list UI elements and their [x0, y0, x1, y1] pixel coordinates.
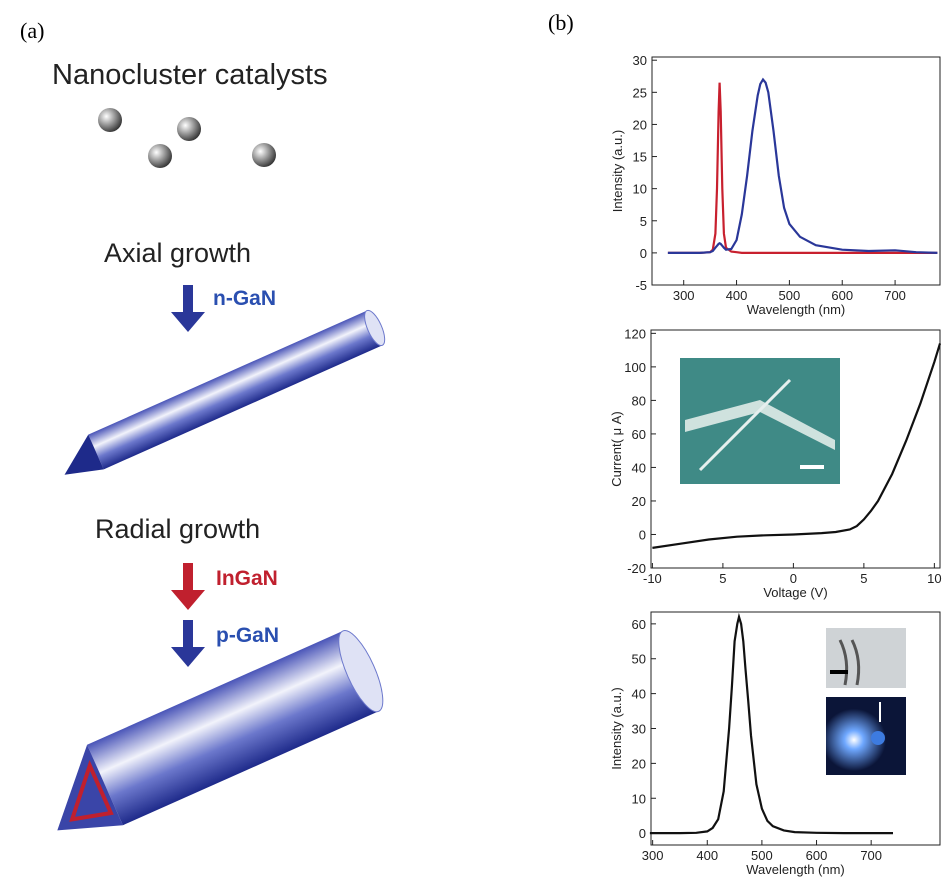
- x-tick-label: 5: [719, 571, 726, 586]
- plot-frame: [651, 56, 941, 286]
- y-tick-label: 30: [633, 53, 647, 68]
- catalyst: [148, 144, 172, 168]
- x-tick-label: 500: [751, 848, 773, 863]
- x-axis-label: Wavelength (nm): [746, 862, 845, 877]
- y-tick-label: 20: [633, 117, 647, 132]
- arrow: [171, 285, 205, 332]
- x-tick-label: 300: [642, 848, 664, 863]
- y-tick-label: 5: [640, 214, 647, 229]
- panel-label: (b): [548, 10, 574, 35]
- x-tick-label: 400: [696, 848, 718, 863]
- y-tick-label: 100: [624, 360, 646, 375]
- y-tick-label: 15: [633, 150, 647, 165]
- y-tick-label: 60: [632, 427, 646, 442]
- y-tick-label: 20: [632, 494, 646, 509]
- diagram: Nanocluster catalysts Axial growth n-GaN…: [52, 59, 386, 831]
- catalyst: [252, 143, 276, 167]
- y-axis-label: Current( μ A): [609, 411, 624, 486]
- arrow: [171, 620, 205, 667]
- y-tick-label: 40: [632, 460, 646, 475]
- diagram-label: p-GaN: [216, 624, 279, 647]
- x-axis-label: Wavelength (nm): [747, 302, 846, 317]
- y-tick-label: 10: [633, 182, 647, 197]
- y-tick-label: 40: [632, 687, 646, 702]
- diagram-label: n-GaN: [213, 287, 276, 310]
- nanowire: [64, 309, 386, 475]
- y-tick-label: 50: [632, 652, 646, 667]
- line-series: [652, 343, 942, 549]
- inset-image: [680, 358, 906, 775]
- catalyst: [98, 108, 122, 132]
- chart: 300 400 500 600 700 0 10 20 30 40 50 60 Wavelength (…: [609, 611, 941, 877]
- y-axis-label: Intensity (a.u.): [609, 687, 624, 769]
- x-axis-label: Voltage (V): [763, 585, 827, 600]
- y-tick-label: -20: [627, 561, 646, 576]
- y-tick-label: 25: [633, 85, 647, 100]
- plot-frame: [650, 329, 941, 569]
- y-tick-label: 80: [632, 393, 646, 408]
- diagram-label: InGaN: [216, 567, 278, 590]
- y-tick-label: 20: [632, 756, 646, 771]
- y-tick-label: -5: [635, 278, 647, 293]
- line-series: [667, 82, 938, 254]
- panel-label: (a): [20, 18, 44, 43]
- y-tick-label: 10: [632, 791, 646, 806]
- y-tick-label: 30: [632, 722, 646, 737]
- diagram-label: Radial growth: [95, 514, 260, 544]
- y-tick-label: 60: [632, 617, 646, 632]
- x-tick-label: 700: [860, 848, 882, 863]
- x-tick-label: 5: [860, 571, 867, 586]
- line-series: [649, 612, 893, 835]
- chart: 300 400 500 600 700 -5 0 5 10 15 20 25 30 Wavelength …: [610, 53, 941, 317]
- chart: -10 5 0 5 10 -20 0 20 40 60 80 100 120 Voltage (V) Cur…: [609, 326, 942, 600]
- y-tick-label: 0: [639, 826, 646, 841]
- nanowire: [57, 630, 384, 831]
- arrow: [171, 563, 205, 610]
- y-tick-label: 0: [640, 246, 647, 261]
- x-tick-label: 0: [790, 571, 797, 586]
- x-tick-label: 400: [726, 288, 748, 303]
- x-tick-label: 600: [831, 288, 853, 303]
- y-tick-label: 0: [639, 527, 646, 542]
- x-tick-label: 700: [884, 288, 906, 303]
- diagram-label: Axial growth: [104, 238, 251, 268]
- y-tick-label: 120: [624, 326, 646, 341]
- line-series: [667, 77, 938, 254]
- catalyst: [177, 117, 201, 141]
- x-tick-label: 300: [673, 288, 695, 303]
- x-tick-label: 600: [806, 848, 828, 863]
- diagram-label: Nanocluster catalysts: [52, 59, 328, 91]
- x-tick-label: -10: [643, 571, 662, 586]
- x-tick-label: 10: [927, 571, 941, 586]
- y-axis-label: Intensity (a.u.): [610, 130, 625, 212]
- x-tick-label: 500: [779, 288, 801, 303]
